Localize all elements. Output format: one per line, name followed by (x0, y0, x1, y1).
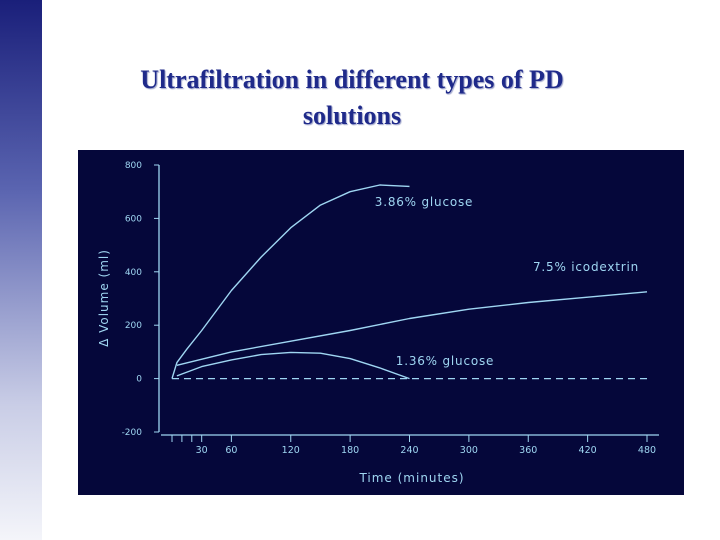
y-tick-label: 600 (125, 214, 142, 224)
x-tick-label: 30 (196, 445, 208, 456)
series-label-0: 3.86% glucose (375, 195, 473, 209)
x-tick-label: 420 (579, 445, 597, 456)
slide-side-strip (0, 0, 42, 540)
x-tick-label: 120 (282, 445, 300, 456)
series-line-1 (176, 291, 648, 366)
y-tick-label: 400 (125, 268, 142, 278)
series-line-0 (171, 184, 410, 379)
x-tick-label: 180 (341, 445, 359, 456)
x-axis-label: Time (minutes) (358, 471, 464, 485)
y-axis-label: Δ Volume (ml) (97, 249, 111, 347)
y-tick-label: 200 (125, 321, 142, 331)
x-tick-label: 480 (638, 445, 656, 456)
title-line-1: Ultrafiltration in different types of PD (140, 65, 564, 94)
x-tick-label: 60 (225, 445, 237, 456)
x-tick-label: 240 (400, 445, 418, 456)
chart-panel: 800 600 400 200 0 -200 30 60 120 180 240 300 360 420 4… (78, 150, 684, 495)
ultrafiltration-chart: 800 600 400 200 0 -200 30 60 120 180 240 300 360 420 4… (97, 161, 659, 485)
title-line-2: solutions (302, 101, 402, 130)
x-tick-label: 300 (460, 445, 478, 456)
y-tick-label: -200 (122, 428, 143, 438)
series-label-1: 7.5% icodextrin (533, 260, 639, 274)
series-line-2 (176, 351, 410, 380)
y-tick-label: 800 (125, 161, 142, 171)
y-tick-label: 0 (136, 375, 142, 385)
x-tick-label: 360 (519, 445, 537, 456)
slide-title: Ultrafiltration in different types of PD… (60, 62, 644, 134)
series-label-2: 1.36% glucose (396, 354, 494, 368)
